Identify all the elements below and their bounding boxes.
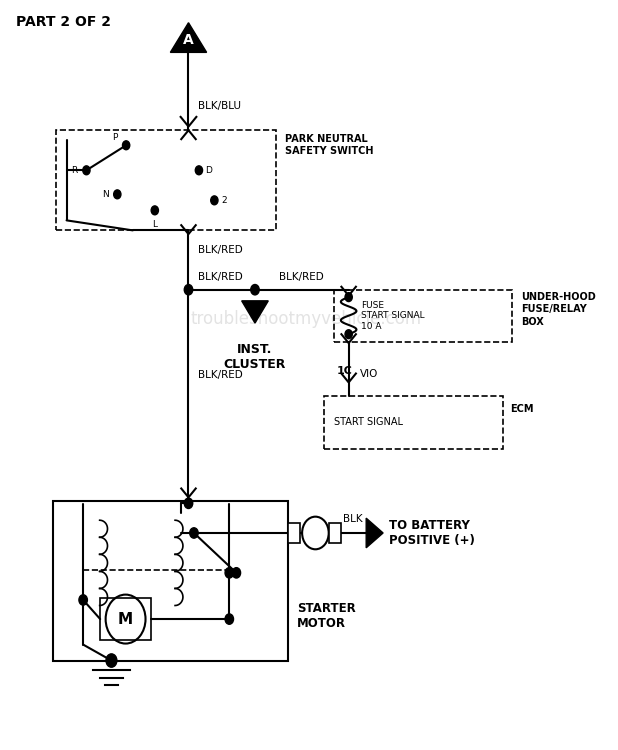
Text: L: L	[152, 220, 158, 229]
Circle shape	[79, 595, 87, 605]
Bar	[329, 524, 341, 542]
Bar	[53, 501, 288, 661]
Circle shape	[345, 292, 352, 302]
Text: P: P	[112, 134, 118, 142]
Circle shape	[106, 654, 117, 668]
Text: FUSE
START SIGNAL
10 A: FUSE START SIGNAL 10 A	[361, 301, 425, 331]
Bar	[288, 524, 300, 542]
Text: 1C: 1C	[337, 367, 353, 376]
Text: TO BATTERY
POSITIVE (+): TO BATTERY POSITIVE (+)	[389, 519, 475, 547]
Text: R: R	[71, 166, 77, 175]
Bar	[56, 130, 276, 230]
Bar	[100, 598, 151, 640]
Text: BLK/RED: BLK/RED	[198, 245, 242, 256]
Text: PART 2 OF 2: PART 2 OF 2	[16, 15, 111, 29]
Circle shape	[225, 614, 234, 624]
Text: M: M	[118, 611, 133, 626]
Text: troubleshootmyvehicle.com: troubleshootmyvehicle.com	[191, 310, 422, 328]
Circle shape	[251, 284, 259, 295]
Text: D: D	[205, 166, 212, 175]
Text: N: N	[102, 190, 109, 199]
Circle shape	[83, 166, 90, 175]
Text: BLK/RED: BLK/RED	[198, 370, 242, 380]
Bar	[324, 396, 503, 449]
Text: START SIGNAL: START SIGNAL	[334, 418, 402, 428]
Text: STARTER
MOTOR: STARTER MOTOR	[297, 602, 356, 630]
Bar	[334, 290, 512, 341]
Text: ECM: ECM	[510, 404, 534, 414]
Text: BLK/RED: BLK/RED	[198, 272, 242, 282]
Text: UNDER-HOOD
FUSE/RELAY
BOX: UNDER-HOOD FUSE/RELAY BOX	[521, 292, 596, 327]
Text: BLK/BLU: BLK/BLU	[198, 100, 240, 111]
Text: INST.
CLUSTER: INST. CLUSTER	[224, 343, 286, 371]
Circle shape	[122, 141, 130, 150]
Polygon shape	[366, 518, 383, 548]
Text: VIO: VIO	[360, 368, 378, 379]
Circle shape	[184, 284, 193, 295]
Circle shape	[190, 528, 198, 538]
Polygon shape	[242, 301, 268, 323]
Text: A: A	[183, 33, 194, 47]
Circle shape	[345, 330, 352, 339]
Circle shape	[195, 166, 203, 175]
Circle shape	[211, 196, 218, 205]
Polygon shape	[171, 22, 206, 53]
Circle shape	[114, 190, 121, 199]
Text: BLK/RED: BLK/RED	[279, 272, 324, 282]
Text: BLK: BLK	[343, 514, 363, 524]
Circle shape	[184, 498, 193, 508]
Circle shape	[151, 206, 158, 214]
Circle shape	[225, 568, 234, 578]
Circle shape	[232, 568, 240, 578]
Text: 2: 2	[221, 196, 227, 205]
Text: PARK NEUTRAL
SAFETY SWITCH: PARK NEUTRAL SAFETY SWITCH	[285, 134, 374, 156]
